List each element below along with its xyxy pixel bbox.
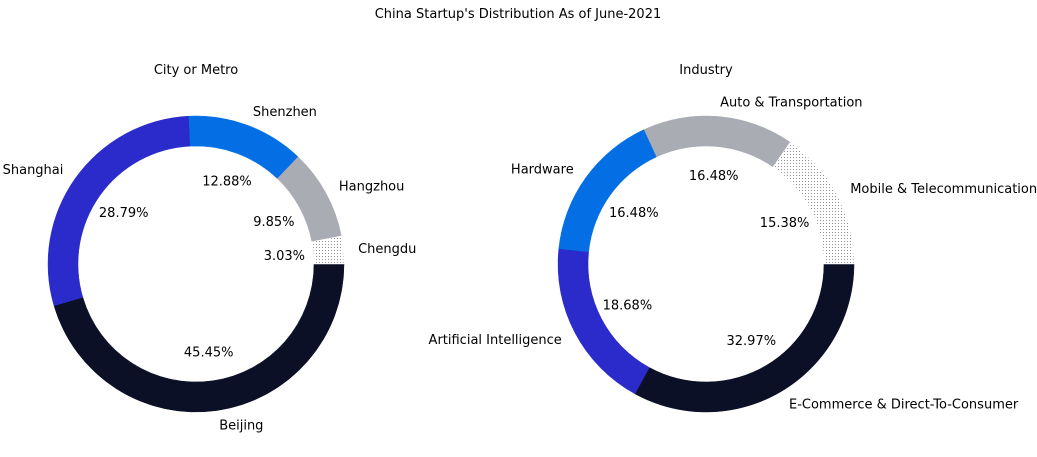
industry-pct-e-commerce-direct-to-consumer: 32.97%: [727, 334, 777, 349]
industry-pct-hardware: 16.48%: [609, 206, 659, 221]
city-donut-chart: City or Metro Beijing 45.45% Shanghai 28.79…: [3, 63, 417, 434]
city-pct-beijing: 45.45%: [184, 345, 234, 360]
industry-label-e-commerce-direct-to-consumer: E-Commerce & Direct-To-Consumer: [789, 398, 1019, 413]
city-label-shenzhen: Shenzhen: [253, 105, 317, 120]
industry-donut-chart: Industry E-Commerce & Direct-To-Consumer…: [429, 63, 1037, 413]
city-label-hangzhou: Hangzhou: [339, 180, 405, 195]
industry-labels: E-Commerce & Direct-To-Consumer 32.97% Art…: [429, 95, 1037, 412]
industry-slice-mobile-telecommunications: [772, 141, 855, 265]
figure-title: China Startup's Distribution As of June-…: [375, 7, 662, 22]
industry-label-artificial-intelligence: Artificial Intelligence: [429, 333, 562, 348]
industry-chart-title: Industry: [679, 63, 733, 78]
city-slice-shenzhen: [188, 115, 299, 179]
city-label-chengdu: Chengdu: [358, 242, 416, 257]
industry-slice-hardware: [558, 129, 658, 253]
industry-label-mobile-telecommunications: Mobile & Telecommunications: [850, 182, 1037, 197]
city-slices: [47, 115, 345, 413]
city-chart-title: City or Metro: [154, 63, 238, 78]
city-label-shanghai: Shanghai: [3, 163, 64, 178]
industry-label-hardware: Hardware: [511, 163, 574, 178]
city-pct-chengdu: 3.03%: [264, 249, 305, 264]
city-label-beijing: Beijing: [219, 419, 263, 434]
city-pct-shanghai: 28.79%: [99, 206, 149, 221]
industry-pct-mobile-telecommunications: 15.38%: [760, 216, 810, 231]
industry-slice-auto-transportation: [643, 115, 791, 168]
industry-pct-auto-transportation: 16.48%: [689, 169, 739, 184]
city-slice-beijing: [53, 263, 345, 413]
city-labels: Beijing 45.45% Shanghai 28.79% Shenzhen 12.88…: [3, 105, 417, 434]
city-slice-chengdu: [311, 235, 345, 265]
city-pct-hangzhou: 9.85%: [253, 215, 294, 230]
industry-pct-artificial-intelligence: 18.68%: [603, 299, 653, 314]
city-pct-shenzhen: 12.88%: [202, 174, 252, 189]
industry-slice-artificial-intelligence: [557, 248, 650, 395]
industry-slices: [557, 115, 855, 413]
industry-label-auto-transportation: Auto & Transportation: [720, 95, 862, 110]
